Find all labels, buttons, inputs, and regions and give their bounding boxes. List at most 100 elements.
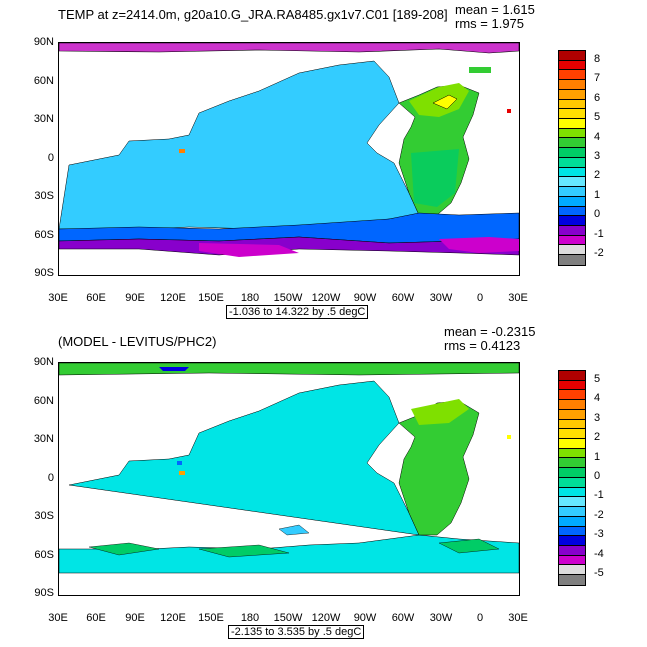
colorbar-swatch: [559, 80, 585, 90]
colorbar-label: 4: [594, 392, 601, 405]
difference-map-graphic: [59, 363, 519, 574]
mean-value: mean = 1.615: [455, 2, 535, 17]
lon-label: 60E: [86, 292, 106, 304]
colorbar-swatch: [559, 458, 585, 469]
temperature-map-graphic: [59, 43, 519, 257]
lon-label: 0: [476, 292, 484, 304]
lon-label: 120E: [160, 292, 186, 304]
colorbar-label: 7: [594, 72, 601, 85]
lon-label: 30E: [508, 612, 528, 624]
colorbar-swatch: [559, 468, 585, 478]
panel-title: (MODEL - LEVITUS/PHC2): [58, 334, 217, 349]
colorbar: [558, 370, 586, 586]
lon-label: 150E: [198, 292, 224, 304]
colorbar-swatch: [559, 235, 585, 246]
lat-label: 90N: [33, 36, 54, 48]
lon-label: 30E: [508, 292, 528, 304]
colorbar-swatch: [559, 507, 585, 517]
lat-label: 90N: [33, 356, 54, 368]
colorbar-swatch: [559, 487, 585, 498]
lon-label: 90E: [125, 612, 145, 624]
lon-label: 180: [240, 292, 260, 304]
lat-label: 0: [47, 472, 54, 484]
colorbar-swatch: [559, 216, 585, 226]
colorbar-label: 2: [594, 431, 601, 444]
bottom-panel: (MODEL - LEVITUS/PHC2) mean = -0.2315 rm…: [0, 320, 647, 640]
colorbar-swatch: [559, 148, 585, 158]
lon-label: 120W: [311, 292, 341, 304]
lon-label: 150E: [198, 612, 224, 624]
colorbar-label: 5: [594, 111, 601, 124]
colorbar-label: 1: [594, 188, 601, 201]
colorbar-swatch: [559, 99, 585, 110]
colorbar-swatch: [559, 51, 585, 61]
colorbar-label: 1: [594, 450, 601, 463]
lat-label: 90S: [34, 587, 54, 599]
colorbar-swatch: [559, 167, 585, 178]
lon-label: 30W: [429, 612, 453, 624]
colorbar-swatch: [559, 157, 585, 168]
lon-label: 90W: [353, 612, 377, 624]
colorbar-label: -2: [594, 247, 604, 260]
colorbar-label: 5: [594, 372, 601, 385]
colorbar-swatch: [559, 187, 585, 197]
colorbar-swatch: [559, 380, 585, 391]
colorbar-swatch: [559, 536, 585, 546]
colorbar-label: -2: [594, 508, 604, 521]
colorbar-swatch: [559, 177, 585, 188]
colorbar-swatch: [559, 390, 585, 401]
lon-label: 30E: [48, 292, 68, 304]
lat-label: 0: [47, 152, 54, 164]
colorbar-swatch: [559, 89, 585, 100]
colorbar-label: -5: [594, 567, 604, 580]
contour-range-label: -2.135 to 3.535 by .5 degC: [228, 625, 365, 639]
colorbar-swatch: [559, 206, 585, 217]
contour-range-label: -1.036 to 14.322 by .5 degC: [226, 305, 369, 319]
colorbar-swatch: [559, 196, 585, 207]
colorbar-swatch: [559, 565, 585, 576]
rms-value: rms = 1.975: [455, 16, 525, 31]
lat-label: 90S: [34, 267, 54, 279]
lon-label: 30E: [48, 612, 68, 624]
lat-label: 30S: [34, 190, 54, 202]
temperature-map: [58, 42, 520, 276]
colorbar-swatch: [559, 138, 585, 149]
colorbar-label: 8: [594, 52, 601, 65]
lon-label: 120E: [160, 612, 186, 624]
lon-label: 60W: [391, 292, 415, 304]
panel-title: TEMP at z=2414.0m, g20a10.G_JRA.RA8485.g…: [58, 7, 448, 22]
colorbar-swatch: [559, 225, 585, 236]
colorbar-label: 3: [594, 411, 601, 424]
colorbar-swatch: [559, 70, 585, 81]
lon-label: 120W: [311, 612, 341, 624]
colorbar-swatch: [559, 128, 585, 139]
colorbar-label: 2: [594, 169, 601, 182]
lon-label: 150W: [273, 292, 303, 304]
lon-label: 180: [240, 612, 260, 624]
lat-label: 60S: [34, 549, 54, 561]
lat-label: 30S: [34, 510, 54, 522]
colorbar-label: -4: [594, 547, 604, 560]
colorbar-swatch: [559, 419, 585, 430]
colorbar-swatch: [559, 497, 585, 508]
colorbar-swatch: [559, 119, 585, 129]
colorbar-swatch: [559, 439, 585, 449]
colorbar-swatch: [559, 371, 585, 381]
lon-label: 90E: [125, 292, 145, 304]
mean-value: mean = -0.2315: [444, 324, 536, 339]
colorbar-swatch: [559, 255, 585, 265]
colorbar-swatch: [559, 400, 585, 410]
colorbar-swatch: [559, 526, 585, 537]
top-panel: TEMP at z=2414.0m, g20a10.G_JRA.RA8485.g…: [0, 0, 647, 320]
colorbar-swatch: [559, 448, 585, 459]
colorbar-label: 6: [594, 91, 601, 104]
colorbar: [558, 50, 586, 266]
lon-label: 60E: [86, 612, 106, 624]
colorbar-label: 0: [594, 208, 601, 221]
lon-label: 30W: [429, 292, 453, 304]
colorbar-swatch: [559, 245, 585, 256]
colorbar-swatch: [559, 60, 585, 71]
colorbar-swatch: [559, 575, 585, 585]
colorbar-label: -1: [594, 489, 604, 502]
lon-label: 0: [476, 612, 484, 624]
